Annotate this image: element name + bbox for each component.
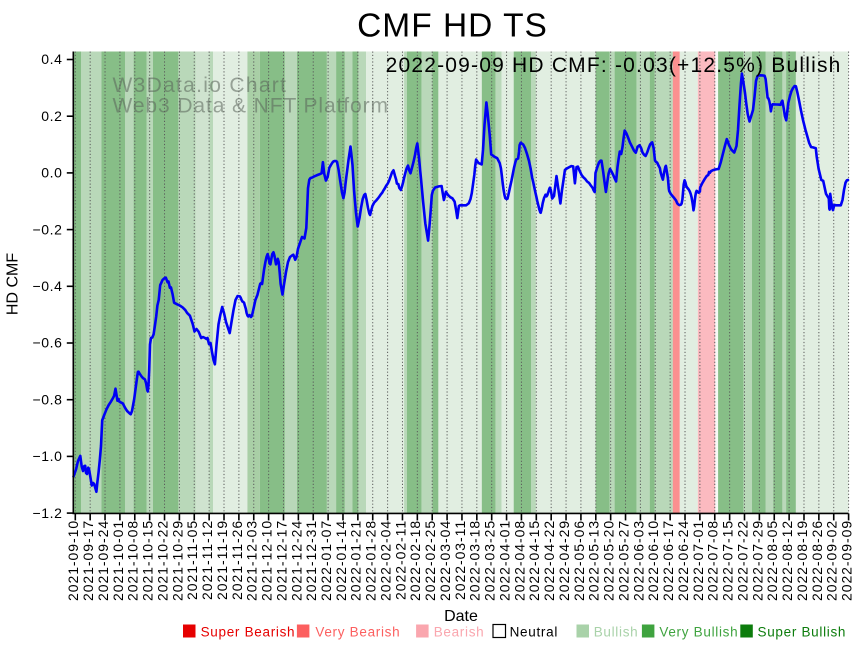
svg-text:2022-01-07: 2022-01-07 [318,520,334,601]
svg-text:Very Bearish: Very Bearish [315,625,400,640]
svg-text:0.4: 0.4 [41,51,62,67]
svg-text:2021-11-19: 2021-11-19 [214,520,230,600]
svg-text:Super Bullish: Super Bullish [758,625,847,640]
svg-text:2022-09-09 HD CMF: -0.03(+12.5: 2022-09-09 HD CMF: -0.03(+12.5%) Bullish [386,54,842,77]
svg-text:Bullish: Bullish [594,625,639,640]
svg-text:2022-08-05: 2022-08-05 [764,520,780,601]
svg-text:2021-11-26: 2021-11-26 [229,520,245,600]
svg-text:2021-11-05: 2021-11-05 [184,520,200,600]
svg-text:2022-04-01: 2022-04-01 [496,520,512,601]
svg-text:−0.2: −0.2 [32,221,62,237]
svg-text:2022-02-18: 2022-02-18 [407,520,423,601]
svg-text:2021-09-10: 2021-09-10 [65,520,81,601]
svg-text:2022-02-11: 2022-02-11 [392,520,408,600]
svg-text:2022-01-14: 2022-01-14 [333,520,349,601]
svg-text:2022-08-26: 2022-08-26 [809,520,825,601]
svg-text:2022-03-11: 2022-03-11 [452,520,468,600]
svg-text:2022-01-28: 2022-01-28 [363,520,379,601]
svg-text:2021-10-08: 2021-10-08 [125,520,141,601]
svg-text:2022-08-12: 2022-08-12 [779,520,795,601]
svg-text:HD CMF: HD CMF [5,253,22,315]
svg-text:2021-12-17: 2021-12-17 [273,520,289,601]
svg-text:2021-10-15: 2021-10-15 [140,520,156,601]
svg-text:Neutral: Neutral [510,625,558,640]
svg-text:Web3 Data & NFT Platform: Web3 Data & NFT Platform [113,95,389,118]
svg-text:2021-12-03: 2021-12-03 [244,520,260,601]
svg-text:2022-05-06: 2022-05-06 [571,520,587,601]
svg-text:−0.6: −0.6 [32,335,62,351]
svg-text:2021-10-22: 2021-10-22 [154,520,170,601]
svg-text:−1.2: −1.2 [32,505,62,521]
svg-text:2022-05-27: 2022-05-27 [615,520,631,601]
svg-text:2022-04-22: 2022-04-22 [541,520,557,601]
svg-text:W3Data.io Chart: W3Data.io Chart [113,74,288,97]
svg-text:2021-11-12: 2021-11-12 [199,520,215,600]
svg-text:0.2: 0.2 [41,108,62,124]
svg-text:−1.0: −1.0 [32,448,62,464]
svg-text:2022-06-10: 2022-06-10 [645,520,661,601]
svg-text:2022-07-22: 2022-07-22 [734,520,750,601]
svg-text:2021-12-10: 2021-12-10 [259,520,275,601]
svg-text:Date: Date [444,608,478,625]
svg-text:Very Bullish: Very Bullish [659,625,738,640]
svg-text:Bearish: Bearish [434,625,485,640]
svg-text:CMF HD TS: CMF HD TS [357,8,548,45]
svg-text:2021-10-01: 2021-10-01 [110,520,126,601]
svg-text:2022-07-08: 2022-07-08 [705,520,721,601]
svg-text:2021-12-24: 2021-12-24 [288,520,304,601]
svg-text:2022-07-01: 2022-07-01 [690,520,706,601]
svg-text:2022-02-04: 2022-02-04 [378,520,394,601]
svg-text:2022-04-15: 2022-04-15 [526,520,542,601]
svg-text:2022-04-29: 2022-04-29 [556,520,572,601]
svg-text:2022-07-15: 2022-07-15 [720,520,736,601]
svg-text:2022-09-02: 2022-09-02 [824,520,840,601]
svg-text:2022-05-20: 2022-05-20 [601,520,617,601]
svg-text:2021-09-24: 2021-09-24 [95,520,111,601]
svg-text:2021-12-31: 2021-12-31 [303,520,319,601]
svg-text:−0.4: −0.4 [32,278,62,294]
svg-text:2022-07-29: 2022-07-29 [749,520,765,601]
svg-text:Super Bearish: Super Bearish [201,625,296,640]
svg-text:0.0: 0.0 [41,165,62,181]
svg-text:2022-03-04: 2022-03-04 [437,520,453,601]
svg-text:2022-06-17: 2022-06-17 [660,520,676,601]
svg-text:2022-03-18: 2022-03-18 [467,520,483,601]
svg-text:2022-08-19: 2022-08-19 [794,520,810,601]
svg-text:2022-04-08: 2022-04-08 [511,520,527,601]
svg-text:2022-06-03: 2022-06-03 [630,520,646,601]
svg-text:2022-09-09: 2022-09-09 [839,520,855,601]
svg-text:2022-01-21: 2022-01-21 [348,520,364,601]
svg-text:2022-03-25: 2022-03-25 [482,520,498,601]
svg-text:2022-05-13: 2022-05-13 [586,520,602,601]
svg-text:2021-09-17: 2021-09-17 [80,520,96,601]
svg-text:2021-10-29: 2021-10-29 [169,520,185,601]
svg-text:2022-06-24: 2022-06-24 [675,520,691,601]
svg-text:2022-02-25: 2022-02-25 [422,520,438,601]
svg-text:−0.8: −0.8 [32,391,62,407]
